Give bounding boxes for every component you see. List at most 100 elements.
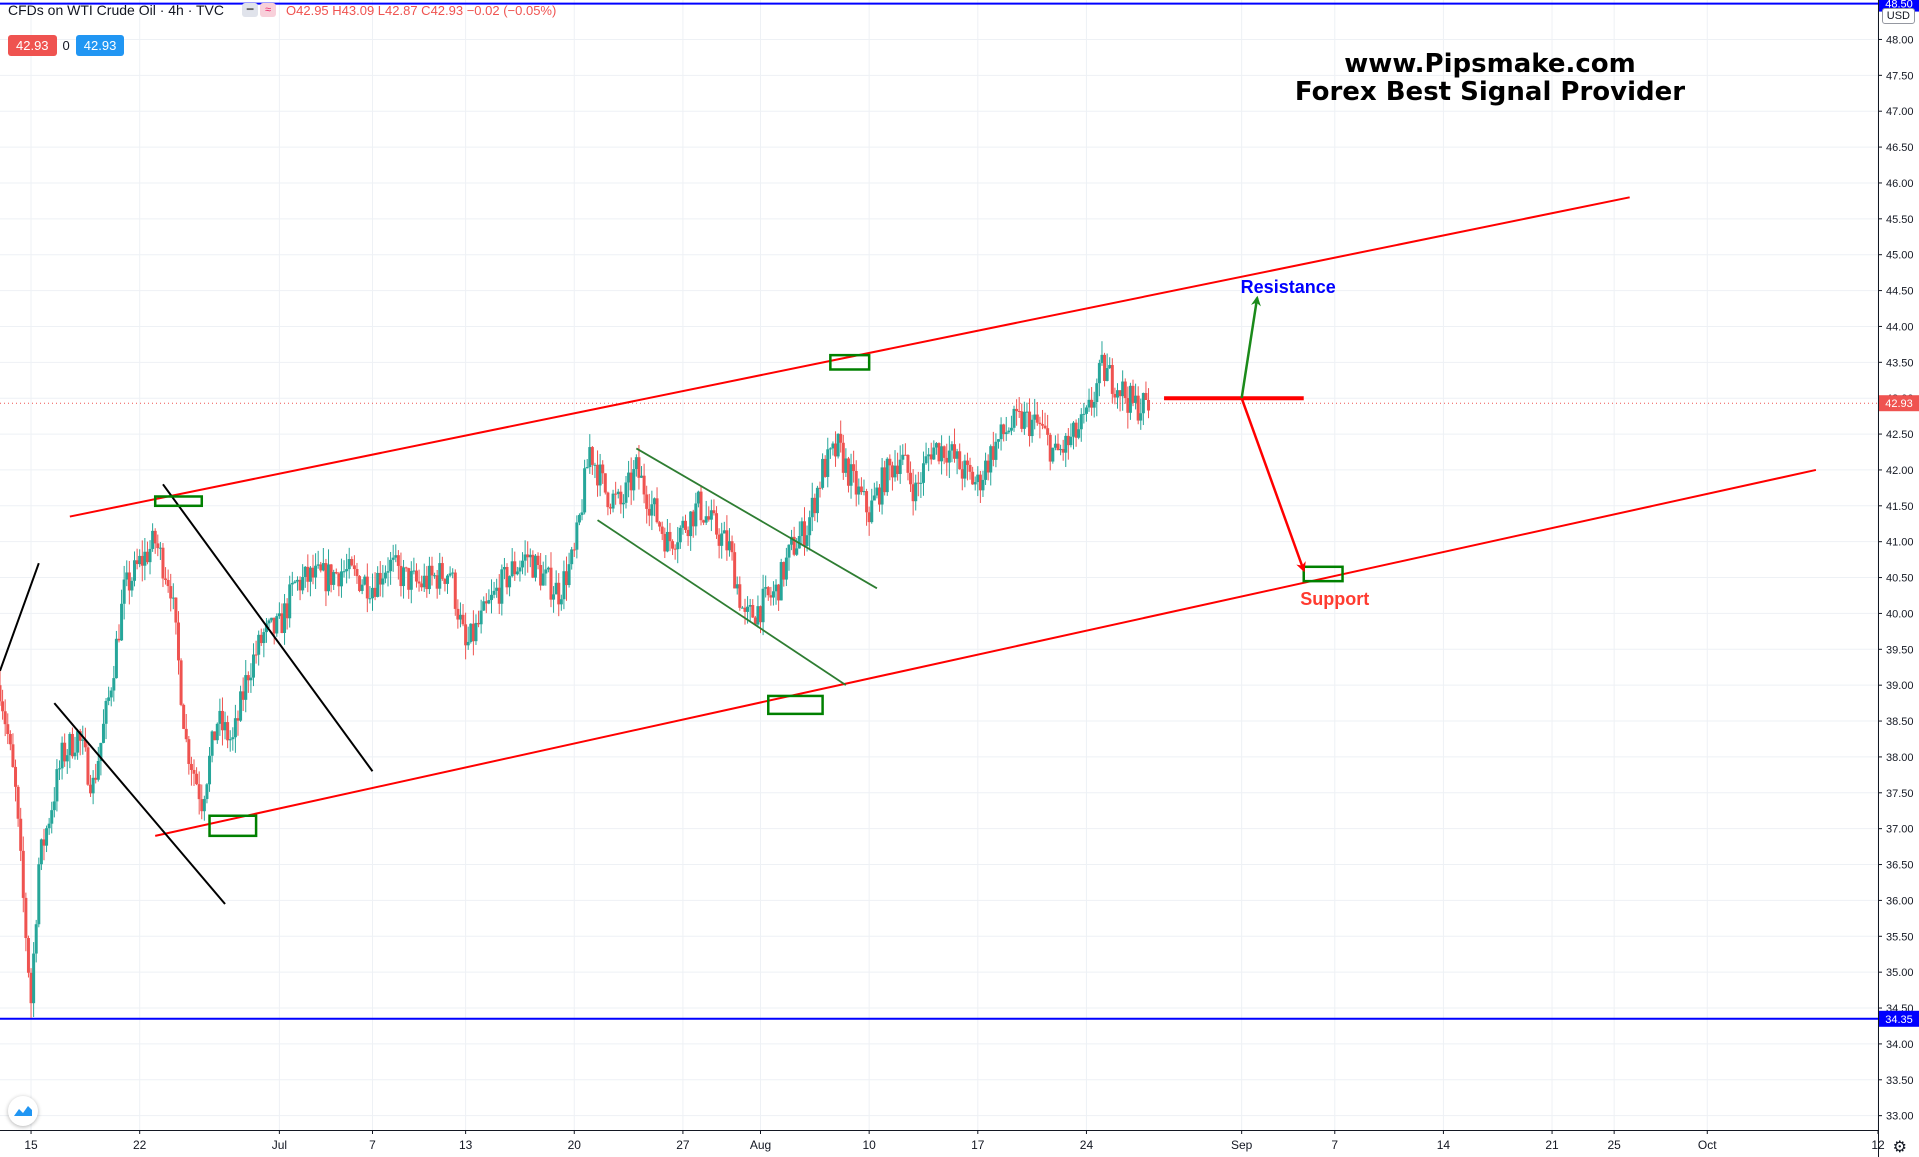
candle-body — [565, 571, 569, 586]
compare-icon[interactable]: ≈ — [260, 3, 277, 17]
candle-body — [334, 572, 338, 574]
candle-body — [76, 731, 80, 753]
candle-body — [16, 786, 20, 819]
candle-body — [339, 571, 343, 587]
candle-body — [834, 443, 838, 457]
candle-body — [660, 526, 664, 534]
candle-body — [148, 548, 152, 563]
candle-body — [11, 744, 15, 767]
sell-button[interactable]: 42.93 — [8, 34, 57, 56]
candle-body — [1056, 443, 1060, 451]
candle-body — [603, 473, 607, 493]
resistance-label: Resistance — [1241, 277, 1336, 297]
candle-body — [262, 632, 266, 644]
candle-body — [846, 458, 850, 486]
candle-body — [996, 439, 1000, 442]
candle-body — [143, 551, 147, 566]
y-tick-label: 45.00 — [1886, 250, 1914, 262]
candle-body — [655, 498, 659, 523]
candle-body — [722, 530, 726, 534]
candle-body — [870, 500, 874, 523]
candle-body — [665, 531, 669, 552]
candle-body — [174, 597, 178, 623]
wedge-line — [635, 447, 878, 590]
candle-body — [427, 565, 431, 590]
gear-icon[interactable]: ⚙ — [1892, 1139, 1907, 1156]
candle-body — [958, 451, 962, 470]
candle-body — [671, 541, 675, 549]
candle-body — [158, 547, 162, 549]
candle-body — [953, 444, 957, 459]
candle-body — [355, 569, 359, 577]
candle-body — [86, 747, 90, 785]
tradingview-logo-icon[interactable] — [8, 1096, 38, 1126]
candle-body — [288, 584, 292, 619]
candle-body — [663, 533, 667, 552]
candle-body — [720, 533, 724, 546]
candle-body — [246, 675, 250, 681]
candle-body — [1123, 381, 1127, 399]
candle-body — [332, 572, 336, 585]
candle-body — [1115, 390, 1119, 398]
candle-body — [826, 449, 830, 477]
y-tick-label: 43.50 — [1886, 357, 1914, 369]
candle-body — [430, 565, 434, 576]
candle-body — [311, 567, 315, 578]
candle-body — [1022, 411, 1026, 429]
y-tick-label: 33.00 — [1886, 1111, 1914, 1123]
candle-body — [971, 471, 975, 485]
candle-body — [844, 458, 848, 473]
candle-body — [862, 491, 866, 493]
candle-body — [365, 576, 369, 599]
candle-body — [984, 460, 988, 480]
candle-body — [461, 614, 465, 625]
candle-body — [360, 584, 364, 591]
candle-body — [42, 839, 46, 846]
candle-body — [616, 491, 620, 495]
candle-body — [161, 547, 165, 579]
candle-body — [303, 566, 307, 577]
candle-body — [541, 573, 545, 586]
candle-body — [1043, 425, 1047, 429]
buy-button[interactable]: 42.93 — [75, 34, 125, 56]
candle-body — [893, 465, 897, 478]
candle-body — [283, 603, 287, 633]
candle-body — [37, 864, 41, 925]
y-tick-label: 35.00 — [1886, 967, 1914, 979]
candle-body — [766, 587, 770, 596]
y-tick-label: 41.00 — [1886, 537, 1914, 549]
green-arrow — [1240, 295, 1261, 399]
candle-body — [394, 555, 398, 558]
candle-body — [329, 564, 333, 585]
candle-body — [236, 718, 240, 721]
candle-body — [1004, 432, 1008, 435]
candle-body — [277, 613, 281, 617]
candle-body — [187, 739, 191, 764]
candle-body — [730, 541, 734, 553]
hide-icon[interactable]: ━ — [242, 3, 259, 17]
candle-body — [769, 595, 773, 598]
currency-button[interactable]: USD — [1881, 8, 1915, 24]
candle-body — [285, 603, 289, 619]
candle-body — [978, 474, 982, 491]
candle-body — [999, 424, 1003, 440]
x-tick-label: 17 — [971, 1138, 985, 1152]
candle-body — [940, 446, 944, 462]
candle-body — [391, 557, 395, 560]
candle-body — [950, 444, 954, 451]
y-tick-label: 41.50 — [1886, 501, 1914, 513]
candle-body — [417, 581, 421, 584]
candle-body — [239, 691, 243, 721]
price-axis — [1878, 0, 1919, 1157]
candle-body — [479, 610, 483, 625]
symbol-title[interactable]: CFDs on WTI Crude Oil · 4h · TVC — [8, 2, 225, 18]
candle-body — [1084, 407, 1088, 414]
candle-body — [854, 470, 858, 495]
candle-body — [909, 472, 913, 485]
candle-body — [252, 654, 256, 678]
candle-body — [973, 482, 977, 485]
candle-body — [1030, 419, 1034, 437]
candle-body — [821, 458, 825, 488]
